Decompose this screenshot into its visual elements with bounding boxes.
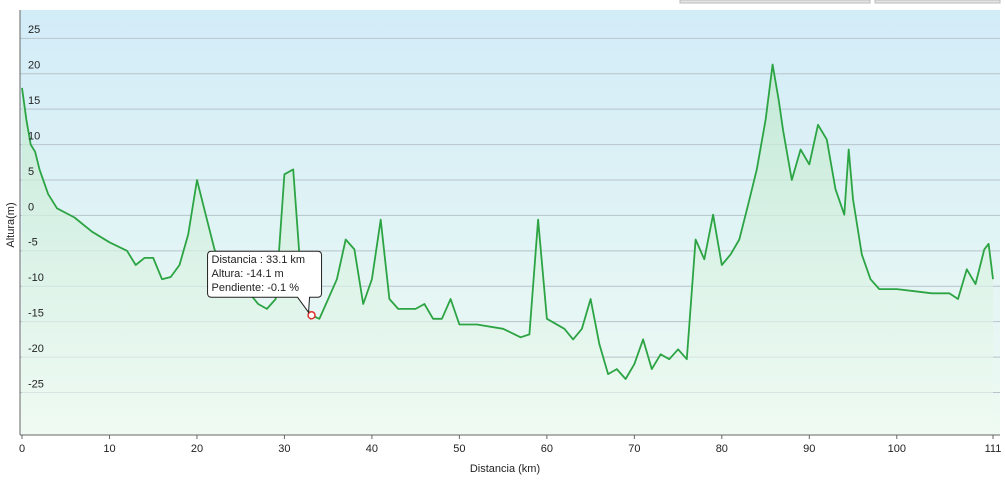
y-tick-label: 0 [28, 201, 34, 213]
tooltip-text: Altura: -14.1 m [212, 268, 284, 280]
tooltip-box [207, 250, 323, 314]
area [22, 64, 993, 435]
x-tick-label: 70 [628, 443, 640, 455]
x-tick-label: 111 [985, 443, 1002, 455]
toolbar [874, 0, 1001, 4]
y-tick-label: -15 [28, 308, 44, 320]
tooltip-text: Pendiente: -0.1 % [212, 282, 300, 294]
x-tick-label: 80 [716, 443, 728, 455]
y-tick-label: 5 [28, 166, 34, 178]
x-axis-label: Distancia (km) [470, 463, 540, 475]
y-tick-label: -10 [28, 272, 44, 284]
plot [21, 63, 994, 435]
tooltip-text: Distancia : 33.1 km [212, 254, 306, 266]
y-tick-label: -20 [28, 343, 44, 355]
x-tick-label: 50 [453, 443, 465, 455]
y-tick-label: 25 [28, 24, 40, 36]
x-tick-label: 20 [191, 443, 203, 455]
x-tick-label: 60 [541, 443, 553, 455]
y-axis-label: Altura(m) [5, 202, 17, 247]
x-tick-label: 100 [888, 443, 906, 455]
y-tick-label: 15 [28, 95, 40, 107]
y-tick-label: -5 [28, 237, 38, 249]
x-tick-label: 40 [366, 443, 378, 455]
marker [307, 311, 316, 320]
y-tick-label: 20 [28, 60, 40, 72]
y-tick-label: -25 [28, 378, 44, 390]
x-tick-label: 30 [278, 443, 290, 455]
toolbar [679, 0, 871, 4]
y-tick-label: 10 [28, 130, 40, 142]
x-tick-label: 90 [803, 443, 815, 455]
line [21, 63, 994, 380]
x-tick-label: 10 [103, 443, 115, 455]
x-tick-label: 0 [19, 443, 25, 455]
